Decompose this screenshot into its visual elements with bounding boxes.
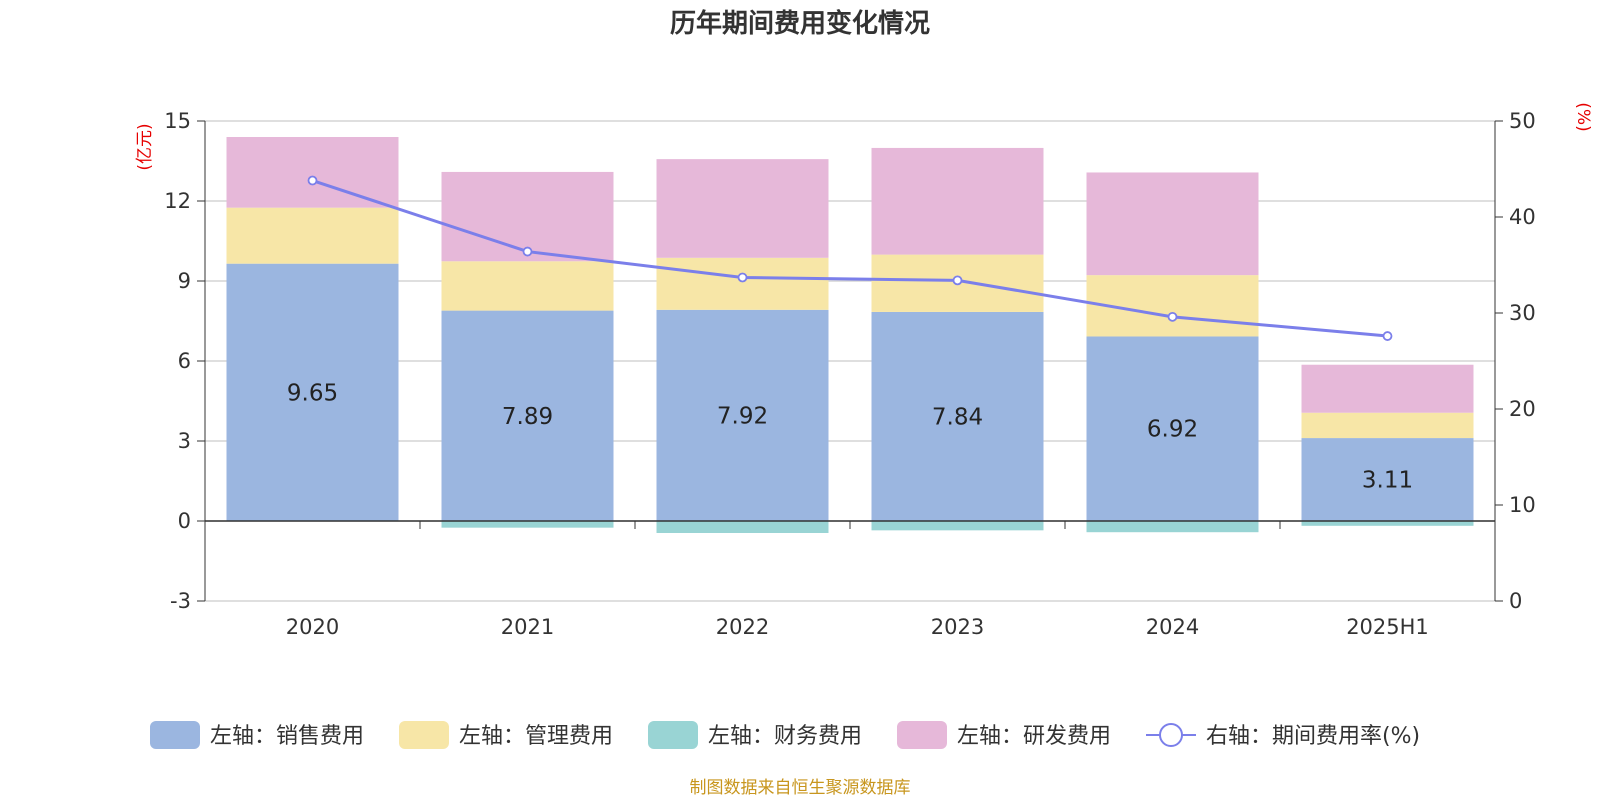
data-label: 7.84 (932, 404, 983, 430)
bar-segment-0-2023 (871, 311, 1044, 521)
bar-segment-3-2023 (871, 147, 1044, 255)
rate-line-point (952, 275, 963, 286)
bar-segment-2-2021 (441, 521, 614, 528)
bar-segment-0-2024 (1086, 336, 1259, 521)
rate-line-point (307, 175, 318, 186)
legend-swatch (399, 721, 449, 749)
bar-segment-2-2025H1 (1301, 521, 1474, 526)
left-axis-tick-label: 15 (164, 109, 191, 133)
chart-title: 历年期间费用变化情况 (670, 8, 930, 39)
bar-segment-2-2023 (871, 521, 1044, 531)
labels: 9.65 7.89 7.92 7.84 6.92 3.11 (287, 380, 1413, 493)
source-note: 制图数据来自恒生聚源数据库 (690, 778, 911, 798)
legend-label: 左轴：财务费用 (708, 724, 862, 749)
legend-swatch (897, 721, 947, 749)
axes: -3 0 3 6 9 12 15 0 10 20 30 40 50 2020 2021 2022 2023 202… (164, 109, 1535, 639)
left-axis-tick-label: 12 (164, 189, 191, 213)
data-label: 7.89 (502, 404, 553, 430)
rate-line (307, 175, 1393, 341)
bar-segment-0-2025H1 (1301, 438, 1474, 521)
left-axis-unit: (亿元) (135, 123, 155, 170)
data-label: 9.65 (287, 380, 338, 406)
x-axis-category-label: 2023 (931, 615, 984, 639)
bar-segment-0-2022 (656, 309, 829, 521)
bar-segment-2-2022 (656, 521, 829, 533)
legend-swatch (150, 721, 200, 749)
bar-segment-3-2020 (226, 137, 399, 208)
bars (226, 137, 1474, 533)
right-axis-tick-label: 40 (1509, 205, 1536, 229)
bar-segment-3-2022 (656, 159, 829, 258)
rate-line-path (312, 179, 1388, 338)
left-axis-tick-label: -3 (170, 589, 191, 613)
legend-marker (1159, 723, 1183, 747)
bar-segment-1-2021 (441, 261, 614, 311)
legend-swatch (648, 721, 698, 749)
bar-segment-1-2025H1 (1301, 412, 1474, 439)
bar-segment-0-2020 (226, 263, 399, 521)
bar-segment-1-2022 (656, 257, 829, 310)
bar-segment-1-2020 (226, 207, 399, 264)
rate-line-point (737, 272, 748, 283)
right-axis-tick-label: 50 (1509, 109, 1536, 133)
left-axis-tick-label: 6 (178, 349, 191, 373)
x-axis-category-label: 2020 (286, 615, 339, 639)
left-axis-tick-label: 9 (178, 269, 191, 293)
x-axis-category-label: 2021 (501, 615, 554, 639)
data-label: 6.92 (1147, 417, 1198, 443)
rate-line-point (1382, 331, 1393, 341)
legend-label: 右轴：期间费用率(%) (1206, 724, 1420, 749)
bar-segment-3-2024 (1086, 172, 1259, 276)
x-axis-category-label: 2024 (1146, 615, 1199, 639)
right-axis-unit: (%) (1573, 102, 1593, 131)
right-axis-tick-label: 30 (1509, 301, 1536, 325)
right-axis-tick-label: 20 (1509, 397, 1536, 421)
x-axis-category-label: 2022 (716, 615, 769, 639)
bar-segment-3-2025H1 (1301, 364, 1474, 413)
data-label: 7.92 (717, 403, 768, 429)
bar-segment-3-2021 (441, 171, 614, 262)
legend-label: 左轴：销售费用 (210, 724, 364, 749)
rate-line-point (1167, 311, 1178, 322)
legend-label: 左轴：研发费用 (957, 724, 1111, 749)
legend: 左轴：销售费用 左轴：管理费用 左轴：财务费用 左轴：研发费用 右轴：期间费用率(%) (150, 721, 1420, 749)
right-axis-tick-label: 0 (1509, 589, 1522, 613)
data-label: 3.11 (1362, 468, 1413, 494)
right-axis-tick-label: 10 (1509, 493, 1536, 517)
rate-line-point (522, 246, 533, 257)
left-axis-tick-label: 0 (178, 509, 191, 533)
bar-segment-0-2021 (441, 310, 614, 521)
bar-segment-2-2024 (1086, 521, 1259, 533)
x-axis-category-label: 2025H1 (1346, 615, 1429, 639)
left-axis-tick-label: 3 (178, 429, 191, 453)
legend-label: 左轴：管理费用 (459, 724, 613, 749)
